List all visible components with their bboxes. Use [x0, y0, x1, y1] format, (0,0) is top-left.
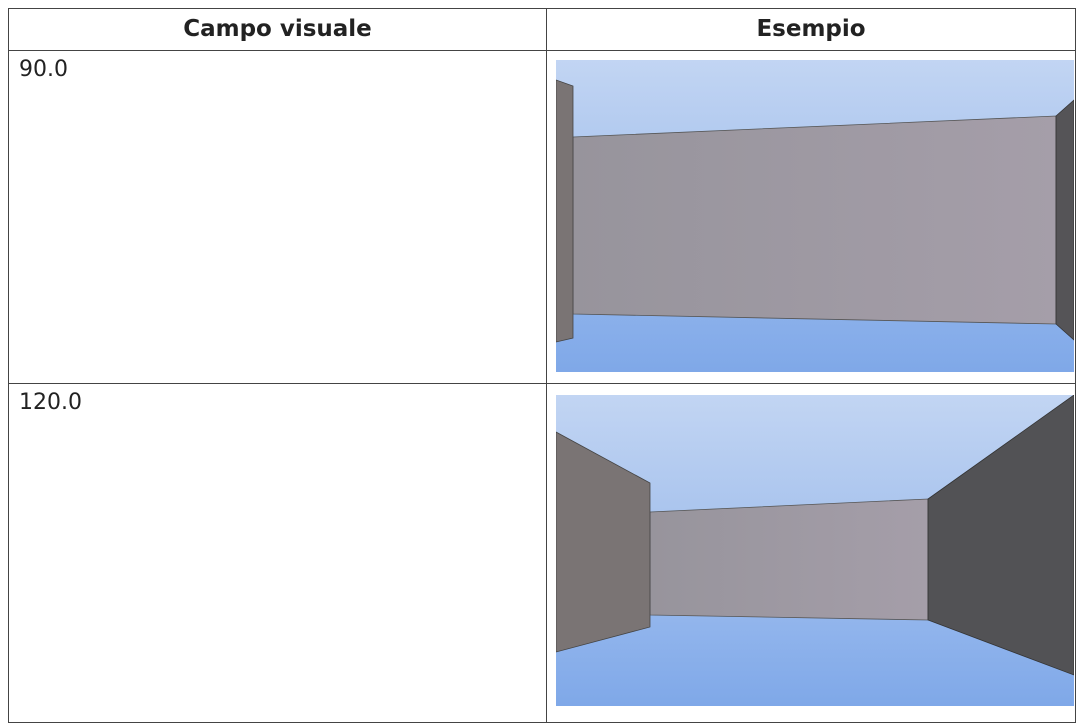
right-wall	[927, 395, 1074, 676]
example-image	[556, 60, 1074, 372]
header-cell: Campo visuale	[8, 8, 547, 51]
back-wall	[649, 498, 929, 621]
left-wall	[556, 431, 651, 653]
fov-cell: 90.0	[8, 50, 547, 384]
example-image	[556, 395, 1074, 706]
back-wall	[572, 115, 1057, 325]
fov-cell: 120.0	[8, 383, 547, 723]
right-wall	[1055, 99, 1074, 341]
header-cell: Esempio	[546, 8, 1076, 51]
left-wall	[556, 79, 574, 343]
